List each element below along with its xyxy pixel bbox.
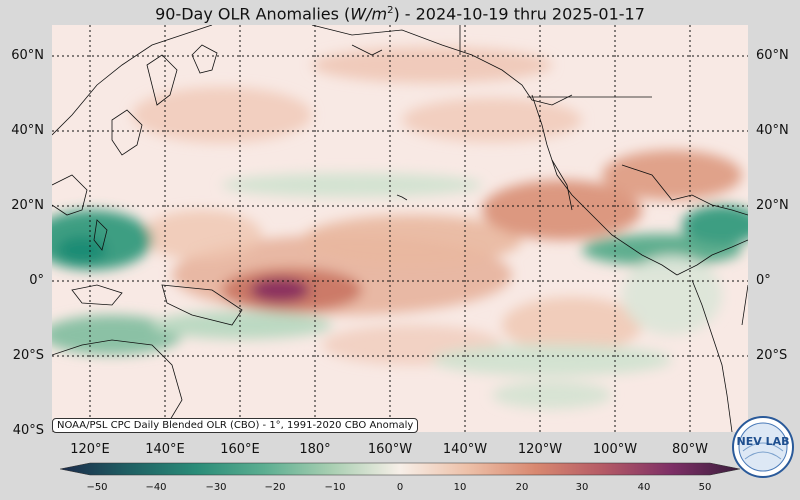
map-title: 90-Day OLR Anomalies (W/m2) - 2024-10-19… <box>155 4 645 24</box>
colorbar-tick: 40 <box>637 482 651 493</box>
lat-label-left: 20°S <box>12 348 44 363</box>
lon-label: 160°E <box>220 442 260 457</box>
lon-label: 140°E <box>145 442 185 457</box>
colorbar-tick: −10 <box>324 482 346 493</box>
logo-text: NEV LAB <box>737 435 790 448</box>
lat-label-right: 20°N <box>756 198 789 213</box>
lat-label-left: 20°N <box>11 198 44 213</box>
colorbar <box>60 462 740 476</box>
olr-anomaly-map <box>52 25 748 432</box>
coastlines <box>52 25 748 432</box>
colorbar-gradient <box>60 462 740 476</box>
colorbar-tick: 50 <box>698 482 712 493</box>
graticule <box>52 25 748 432</box>
lon-label: 140°W <box>442 442 488 457</box>
nevlab-logo: NEV LAB <box>732 416 794 478</box>
lat-label-left: 0° <box>29 273 44 288</box>
lat-label-right: 20°S <box>756 348 788 363</box>
colorbar-tick: −40 <box>145 482 167 493</box>
colorbar-tick: −20 <box>264 482 286 493</box>
colorbar-tick: 30 <box>575 482 589 493</box>
lon-label: 100°W <box>592 442 638 457</box>
lat-label-left: 60°N <box>11 48 44 63</box>
lat-label-right: 0° <box>756 273 771 288</box>
colorbar-tick: 0 <box>396 482 404 493</box>
lon-label: 80°W <box>672 442 708 457</box>
lat-label-right: 60°N <box>756 48 789 63</box>
lat-label-right: 40°N <box>756 123 789 138</box>
lon-label: 120°E <box>70 442 110 457</box>
lon-label: 180° <box>299 442 331 457</box>
data-source-credit: NOAA/PSL CPC Daily Blended OLR (CBO) - 1… <box>52 418 419 433</box>
lat-label-left: 40°N <box>11 123 44 138</box>
lat-label-left: 40°S <box>12 423 44 438</box>
colorbar-tick: 10 <box>453 482 467 493</box>
colorbar-tick: −30 <box>205 482 227 493</box>
lon-label: 160°W <box>367 442 413 457</box>
colorbar-tick: −50 <box>86 482 108 493</box>
lon-label: 120°W <box>517 442 563 457</box>
colorbar-tick: 20 <box>515 482 529 493</box>
